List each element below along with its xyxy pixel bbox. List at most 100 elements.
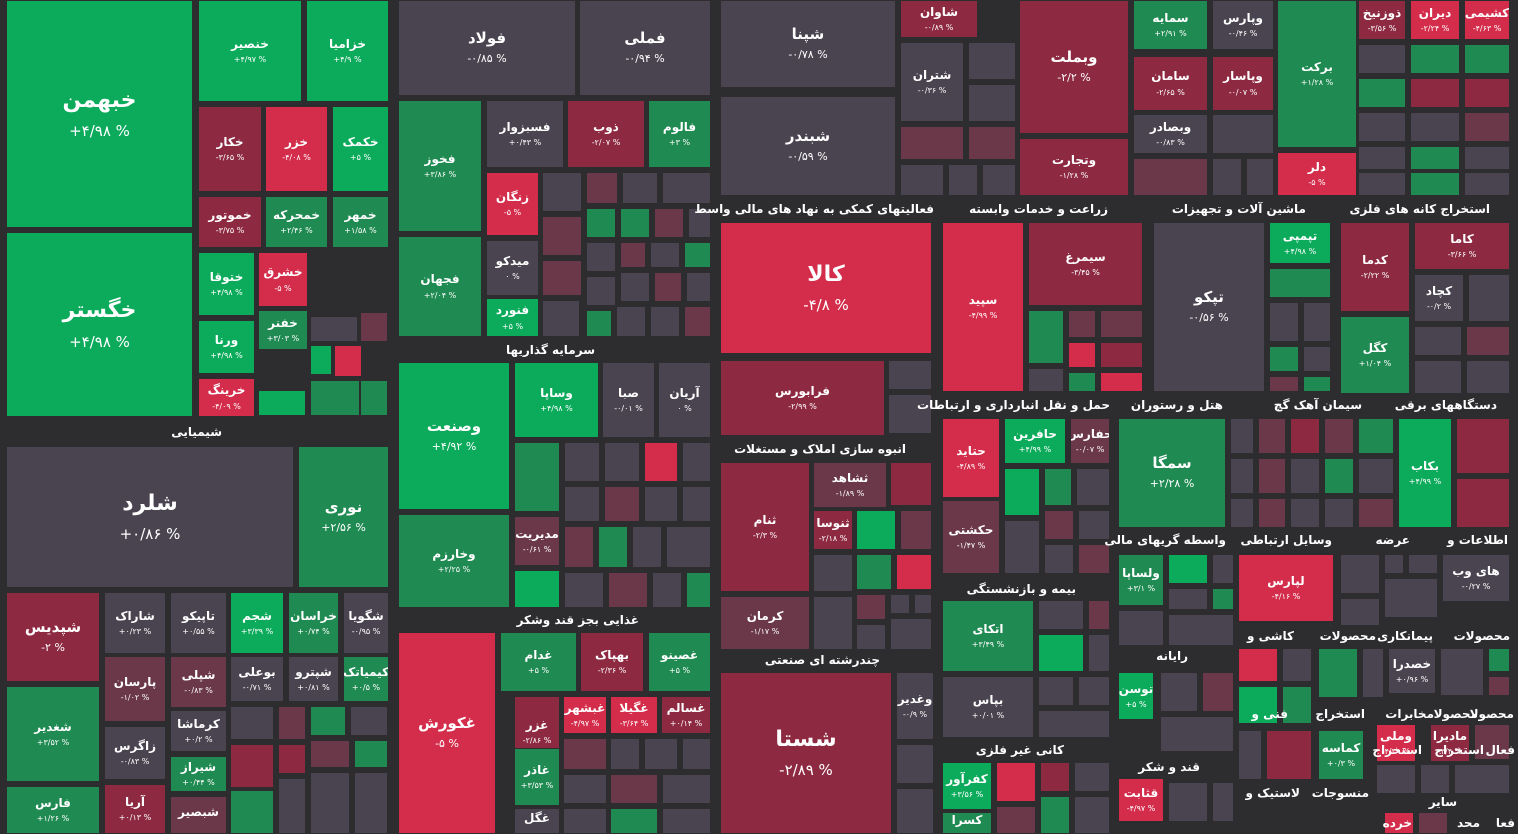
stock-tile[interactable]: کالا -۴/۸ %: [720, 222, 932, 354]
stock-tile[interactable]: فارس +۱/۲۶ %: [6, 786, 100, 834]
filler-tile[interactable]: [686, 572, 711, 608]
filler-tile[interactable]: [1266, 730, 1312, 780]
filler-tile[interactable]: [1078, 510, 1110, 540]
filler-tile[interactable]: [1358, 112, 1406, 142]
stock-tile[interactable]: شتران -۰/۳۶ %: [900, 42, 964, 122]
filler-tile[interactable]: [890, 462, 932, 506]
stock-tile[interactable]: غصینو +۵ %: [648, 632, 711, 692]
stock-tile[interactable]: شبندر -۰/۵۹ %: [720, 96, 896, 196]
filler-tile[interactable]: [1464, 146, 1510, 170]
filler-tile[interactable]: [1238, 648, 1278, 682]
stock-tile[interactable]: غگل: [514, 808, 560, 834]
filler-tile[interactable]: [1212, 782, 1234, 822]
filler-tile[interactable]: [1464, 172, 1510, 196]
filler-tile[interactable]: [1269, 346, 1299, 372]
stock-tile[interactable]: خزامیا +۴/۹ %: [306, 0, 389, 102]
filler-tile[interactable]: [1038, 634, 1084, 672]
filler-tile[interactable]: [514, 570, 560, 608]
filler-tile[interactable]: [1068, 342, 1096, 368]
stock-tile[interactable]: شلرد +۰/۸۶ %: [6, 446, 294, 588]
stock-tile[interactable]: دیران -۲/۲۴ %: [1410, 0, 1460, 40]
stock-tile[interactable]: وبملت -۲/۲ %: [1019, 0, 1129, 134]
stock-tile[interactable]: حتاید -۴/۸۹ %: [942, 418, 1000, 498]
filler-tile[interactable]: [662, 172, 711, 204]
stock-tile[interactable]: شیراز +۰/۴۴ %: [170, 756, 227, 792]
filler-tile[interactable]: [1074, 762, 1110, 792]
stock-tile[interactable]: فملی -۰/۹۴ %: [579, 0, 711, 96]
filler-tile[interactable]: [586, 208, 616, 238]
filler-tile[interactable]: [1269, 268, 1331, 298]
filler-tile[interactable]: [1160, 672, 1198, 712]
filler-tile[interactable]: [598, 526, 628, 568]
filler-tile[interactable]: [310, 345, 332, 375]
filler-tile[interactable]: [1290, 498, 1320, 528]
filler-tile[interactable]: [900, 126, 964, 160]
stock-tile[interactable]: تاپیکو +۰/۵۵ %: [170, 592, 227, 654]
filler-tile[interactable]: [1246, 158, 1274, 196]
filler-tile[interactable]: [888, 360, 932, 390]
filler-tile[interactable]: [650, 306, 680, 337]
stock-tile[interactable]: وپاسار -۰/۰۷ %: [1212, 56, 1274, 111]
filler-tile[interactable]: [1303, 346, 1331, 372]
filler-tile[interactable]: [1038, 600, 1084, 630]
stock-tile[interactable]: کرمان -۱/۱۷ %: [720, 596, 810, 650]
filler-tile[interactable]: [1160, 716, 1234, 752]
filler-tile[interactable]: [654, 208, 684, 238]
filler-tile[interactable]: [278, 744, 306, 774]
filler-tile[interactable]: [350, 706, 388, 736]
filler-tile[interactable]: [1044, 468, 1072, 506]
filler-tile[interactable]: [856, 624, 886, 650]
filler-tile[interactable]: [856, 594, 886, 620]
filler-tile[interactable]: [1258, 418, 1286, 454]
stock-tile[interactable]: نوری +۲/۵۶ %: [298, 446, 389, 588]
filler-tile[interactable]: [1464, 78, 1510, 108]
stock-tile[interactable]: سیمرغ -۳/۴۵ %: [1028, 222, 1143, 306]
filler-tile[interactable]: [1324, 458, 1354, 494]
stock-tile[interactable]: شگویا -۰/۹۵ %: [343, 592, 389, 654]
filler-tile[interactable]: [1414, 360, 1462, 394]
stock-tile[interactable]: حکشتی -۱/۴۷ %: [942, 500, 1000, 574]
filler-tile[interactable]: [310, 706, 346, 736]
stock-tile[interactable]: خشرق -۵ %: [258, 252, 308, 307]
stock-tile[interactable]: ثنوسا -۲/۱۸ %: [813, 510, 853, 550]
stock-tile[interactable]: غگیلا -۳/۶۴ %: [610, 696, 658, 734]
filler-tile[interactable]: [1168, 614, 1234, 646]
filler-tile[interactable]: [1269, 376, 1299, 392]
stock-tile[interactable]: خنصیر +۴/۹۷ %: [198, 0, 302, 102]
filler-tile[interactable]: [1464, 44, 1510, 74]
filler-tile[interactable]: [856, 510, 896, 550]
filler-tile[interactable]: [1212, 554, 1234, 584]
stock-tile[interactable]: فولاد -۰/۸۵ %: [398, 0, 576, 96]
stock-tile[interactable]: غدام +۵ %: [500, 632, 577, 692]
filler-tile[interactable]: [896, 744, 934, 784]
filler-tile[interactable]: [1212, 588, 1234, 610]
filler-tile[interactable]: [686, 272, 711, 302]
stock-tile[interactable]: حفارس -۰/۰۷ %: [1070, 418, 1110, 464]
filler-tile[interactable]: [564, 526, 594, 568]
filler-tile[interactable]: [563, 738, 607, 770]
stock-tile[interactable]: خمحرکه +۲/۴۶ %: [265, 196, 328, 248]
filler-tile[interactable]: [1168, 588, 1208, 610]
filler-tile[interactable]: [354, 740, 388, 768]
stock-tile[interactable]: وخارزم +۲/۲۵ %: [398, 514, 510, 608]
filler-tile[interactable]: [1282, 686, 1312, 724]
filler-tile[interactable]: [1074, 796, 1110, 834]
filler-tile[interactable]: [1028, 310, 1064, 364]
stock-tile[interactable]: آریان ۰ %: [658, 362, 711, 438]
filler-tile[interactable]: [1168, 782, 1208, 822]
filler-tile[interactable]: [1230, 458, 1254, 494]
filler-tile[interactable]: [1202, 672, 1234, 712]
stock-tile[interactable]: توسن +۵ %: [1118, 672, 1154, 720]
stock-tile[interactable]: شستا -۲/۸۹ %: [720, 672, 892, 834]
filler-tile[interactable]: [1028, 368, 1064, 392]
stock-tile[interactable]: فرابورس -۲/۹۹ %: [720, 360, 885, 436]
filler-tile[interactable]: [564, 442, 600, 482]
stock-tile[interactable]: خمهر +۱/۵۸ %: [332, 196, 389, 248]
filler-tile[interactable]: [684, 242, 711, 268]
stock-tile[interactable]: وبصادر -۰/۸۳ %: [1133, 114, 1208, 154]
stock-tile[interactable]: سامان -۲/۶۵ %: [1133, 56, 1208, 111]
filler-tile[interactable]: [813, 554, 853, 592]
filler-tile[interactable]: [604, 442, 640, 482]
filler-tile[interactable]: [968, 84, 1016, 122]
filler-tile[interactable]: [1100, 372, 1143, 392]
